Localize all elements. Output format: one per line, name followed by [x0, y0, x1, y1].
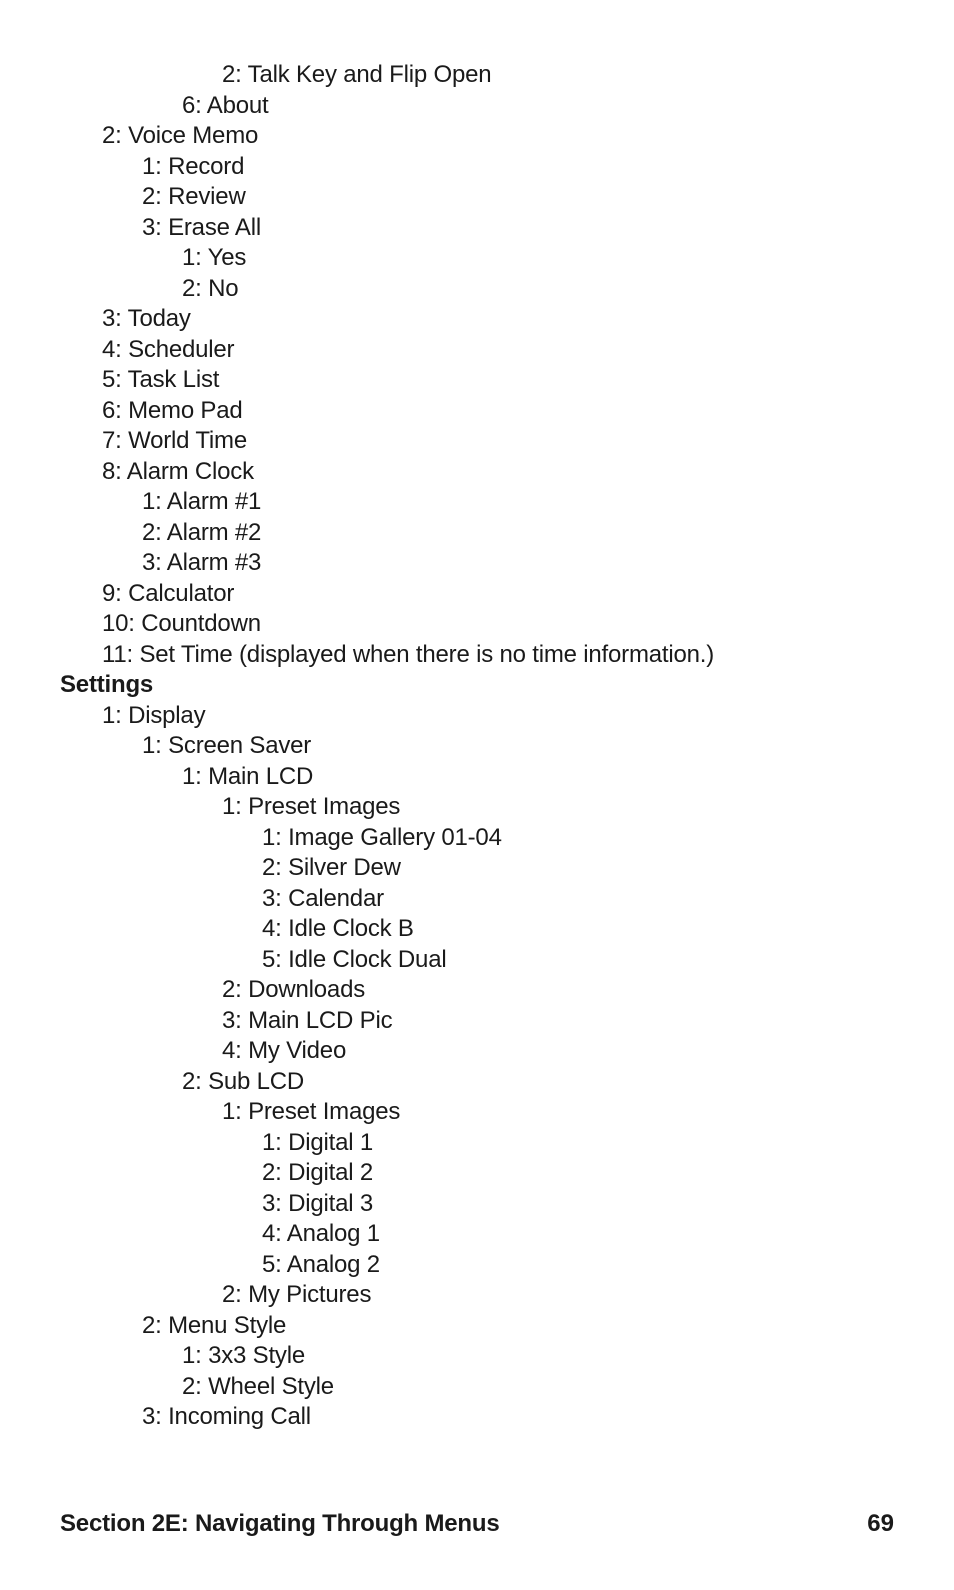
outline-line: 1: Preset Images	[60, 792, 894, 823]
outline-line: 1: Image Gallery 01-04	[60, 823, 894, 854]
page-footer: Section 2E: Navigating Through Menus 69	[60, 1510, 894, 1538]
outline-line: 4: My Video	[60, 1036, 894, 1067]
outline-line: 2: Review	[60, 182, 894, 213]
outline-line: 11: Set Time (displayed when there is no…	[60, 640, 894, 671]
outline-line: 2: Digital 2	[60, 1158, 894, 1189]
outline-line: 3: Incoming Call	[60, 1402, 894, 1433]
outline-line: 2: My Pictures	[60, 1280, 894, 1311]
outline-line: 2: Wheel Style	[60, 1372, 894, 1403]
footer-section-title: Section 2E: Navigating Through Menus	[60, 1510, 500, 1538]
outline-line: 1: Record	[60, 152, 894, 183]
footer-page-number: 69	[867, 1510, 894, 1538]
outline-line: 3: Alarm #3	[60, 548, 894, 579]
outline-line: 1: Preset Images	[60, 1097, 894, 1128]
outline-line: 2: Voice Memo	[60, 121, 894, 152]
outline-line: 2: Talk Key and Flip Open	[60, 60, 894, 91]
outline-line: 4: Scheduler	[60, 335, 894, 366]
outline-line: 1: Main LCD	[60, 762, 894, 793]
outline-line: 2: Sub LCD	[60, 1067, 894, 1098]
outline-line: 7: World Time	[60, 426, 894, 457]
outline-line: 4: Analog 1	[60, 1219, 894, 1250]
outline-line: 2: Downloads	[60, 975, 894, 1006]
outline-line: 3: Erase All	[60, 213, 894, 244]
outline-line: Settings	[60, 670, 894, 701]
outline-line: 2: Silver Dew	[60, 853, 894, 884]
outline-line: 1: Display	[60, 701, 894, 732]
outline-line: 9: Calculator	[60, 579, 894, 610]
outline-line: 2: Menu Style	[60, 1311, 894, 1342]
outline-line: 3: Main LCD Pic	[60, 1006, 894, 1037]
outline-line: 5: Idle Clock Dual	[60, 945, 894, 976]
outline-line: 3: Calendar	[60, 884, 894, 915]
outline-line: 3: Digital 3	[60, 1189, 894, 1220]
outline-line: 10: Countdown	[60, 609, 894, 640]
outline-line: 1: 3x3 Style	[60, 1341, 894, 1372]
outline-line: 1: Digital 1	[60, 1128, 894, 1159]
menu-outline-content: 2: Talk Key and Flip Open6: About2: Voic…	[60, 60, 894, 1433]
document-page: 2: Talk Key and Flip Open6: About2: Voic…	[0, 0, 954, 1590]
outline-line: 5: Analog 2	[60, 1250, 894, 1281]
outline-line: 6: About	[60, 91, 894, 122]
outline-line: 1: Yes	[60, 243, 894, 274]
outline-line: 4: Idle Clock B	[60, 914, 894, 945]
outline-line: 1: Screen Saver	[60, 731, 894, 762]
outline-line: 6: Memo Pad	[60, 396, 894, 427]
outline-line: 5: Task List	[60, 365, 894, 396]
outline-line: 3: Today	[60, 304, 894, 335]
outline-line: 1: Alarm #1	[60, 487, 894, 518]
outline-line: 2: No	[60, 274, 894, 305]
outline-line: 8: Alarm Clock	[60, 457, 894, 488]
outline-line: 2: Alarm #2	[60, 518, 894, 549]
